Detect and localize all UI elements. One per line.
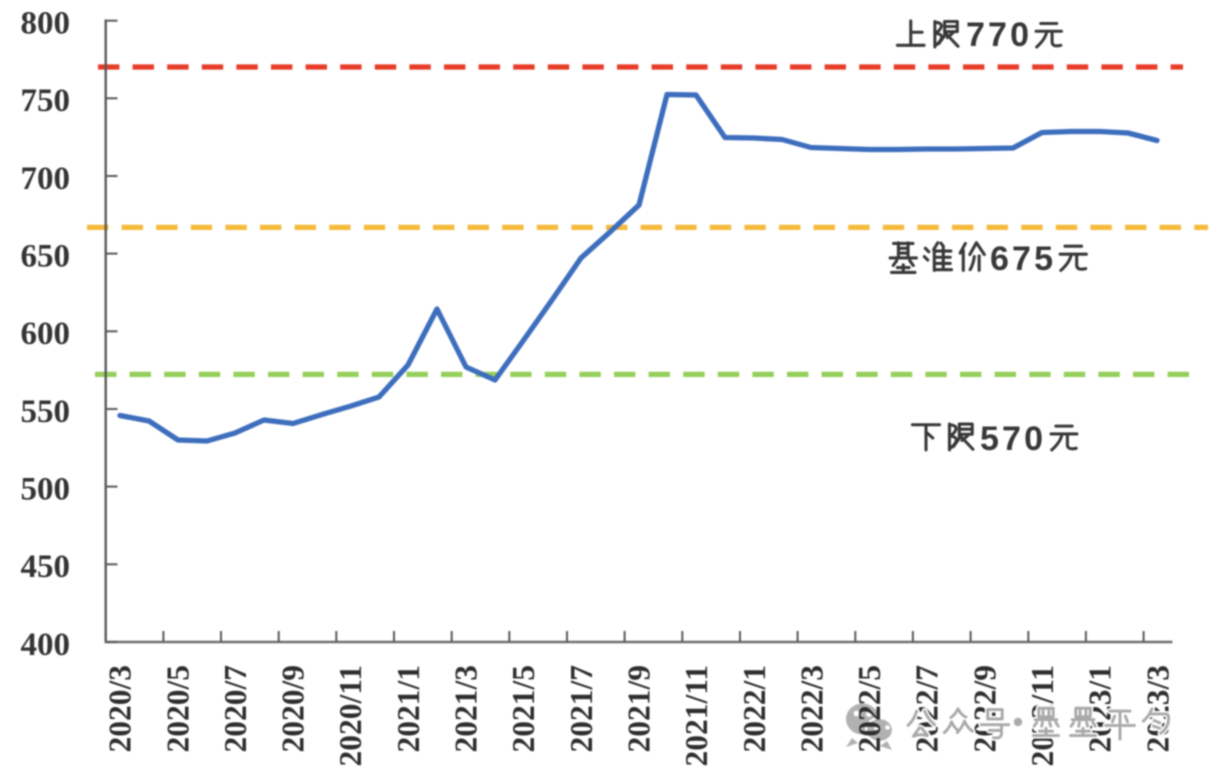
svg-text:2022/3: 2022/3 xyxy=(794,665,829,753)
svg-text:2020/5: 2020/5 xyxy=(160,665,195,753)
svg-text:400: 400 xyxy=(21,627,71,663)
svg-text:2021/11: 2021/11 xyxy=(679,665,714,767)
svg-text:2021/5: 2021/5 xyxy=(506,665,541,753)
svg-text:500: 500 xyxy=(21,471,71,507)
svg-text:2020/7: 2020/7 xyxy=(218,665,253,753)
svg-text:675: 675 xyxy=(990,240,1053,278)
svg-text:2021/3: 2021/3 xyxy=(449,665,484,753)
svg-text:2020/11: 2020/11 xyxy=(333,665,368,767)
svg-text:550: 550 xyxy=(21,394,71,430)
svg-text:2021/1: 2021/1 xyxy=(391,665,426,753)
svg-text:650: 650 xyxy=(21,238,71,274)
svg-text:2022/1: 2022/1 xyxy=(737,665,772,753)
svg-text:2020/9: 2020/9 xyxy=(276,665,311,753)
svg-text:2020/3: 2020/3 xyxy=(103,665,138,753)
svg-text:2022/5: 2022/5 xyxy=(852,665,887,753)
svg-text:600: 600 xyxy=(21,316,71,352)
svg-text:700: 700 xyxy=(21,161,71,197)
svg-text:570: 570 xyxy=(980,420,1043,458)
svg-text:2021/7: 2021/7 xyxy=(564,665,599,753)
svg-text:750: 750 xyxy=(21,83,71,119)
svg-text:770: 770 xyxy=(966,16,1029,54)
svg-text:450: 450 xyxy=(21,549,71,585)
svg-text:800: 800 xyxy=(21,6,71,42)
svg-text:2021/9: 2021/9 xyxy=(622,665,657,753)
svg-text:2023/3: 2023/3 xyxy=(1140,665,1175,753)
